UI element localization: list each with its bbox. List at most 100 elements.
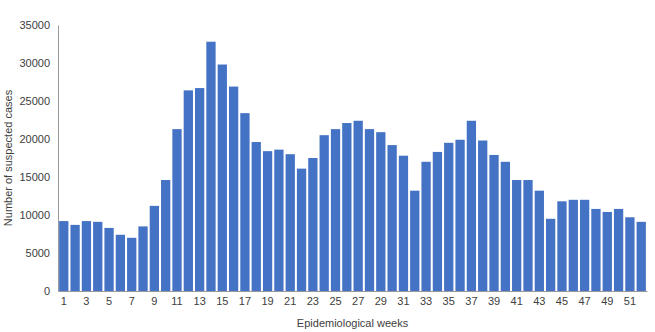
y-tick-label: 25000	[19, 95, 50, 107]
x-tick: 13	[194, 295, 206, 307]
x-tick-label: 3	[83, 295, 89, 307]
bar	[206, 42, 215, 291]
bar	[523, 180, 532, 291]
bar	[614, 209, 623, 291]
x-tick: 5	[106, 295, 112, 307]
bar	[195, 88, 204, 291]
bar	[387, 145, 396, 291]
bar	[116, 235, 125, 291]
bars	[59, 42, 646, 291]
bar	[489, 155, 498, 291]
bar	[625, 217, 634, 291]
x-tick-label: 11	[171, 295, 182, 307]
x-tick: 51	[624, 295, 636, 307]
bar	[467, 121, 476, 291]
bar	[591, 209, 600, 291]
y-tick: 35000	[19, 19, 58, 31]
x-tick: 27	[352, 295, 364, 307]
x-tick-label: 17	[239, 295, 251, 307]
bar	[535, 191, 544, 291]
bar	[365, 129, 374, 291]
bar	[150, 206, 159, 291]
y-tick-label: 35000	[19, 19, 50, 31]
x-tick: 9	[151, 295, 157, 307]
bar	[455, 140, 464, 291]
x-tick-label: 45	[556, 295, 568, 307]
bar	[557, 201, 566, 291]
bar	[297, 169, 306, 291]
x-tick-label: 23	[307, 295, 319, 307]
x-tick: 39	[488, 295, 500, 307]
x-tick-label: 9	[151, 295, 157, 307]
bar	[501, 162, 510, 291]
bar	[104, 228, 113, 291]
bar	[161, 180, 170, 291]
bar	[603, 212, 612, 291]
x-tick-label: 29	[375, 295, 387, 307]
bar	[478, 141, 487, 291]
x-tick-label: 47	[578, 295, 590, 307]
x-tick: 33	[420, 295, 432, 307]
bar	[127, 238, 136, 291]
bar	[354, 121, 363, 291]
x-tick: 3	[83, 295, 89, 307]
y-tick-label: 5000	[26, 247, 50, 259]
x-tick: 45	[556, 295, 568, 307]
x-axis: 1357911131517192123252729313335373941434…	[59, 292, 648, 307]
bar	[410, 191, 419, 291]
x-tick: 23	[307, 295, 319, 307]
x-tick: 11	[171, 295, 182, 307]
bar	[184, 90, 193, 291]
bar	[286, 154, 295, 291]
bar	[376, 132, 385, 291]
bar	[580, 200, 589, 291]
bar	[320, 135, 329, 291]
bar	[331, 129, 340, 291]
bar	[569, 200, 578, 291]
y-tick: 10000	[19, 209, 58, 221]
y-tick-label: 10000	[19, 209, 50, 221]
x-tick-label: 33	[420, 295, 432, 307]
x-tick-label: 1	[61, 295, 67, 307]
y-axis-title: Number of suspected cases	[2, 89, 14, 226]
bar	[546, 219, 555, 291]
x-tick-label: 43	[533, 295, 545, 307]
y-tick: 20000	[19, 133, 58, 145]
bar	[252, 142, 261, 291]
y-tick: 15000	[19, 171, 58, 183]
y-tick: 25000	[19, 95, 58, 107]
x-tick: 7	[129, 295, 135, 307]
x-tick-label: 7	[129, 295, 135, 307]
y-tick: 5000	[26, 247, 58, 259]
x-tick: 47	[578, 295, 590, 307]
x-tick-label: 27	[352, 295, 364, 307]
x-axis-title: Epidemiological weeks	[297, 317, 409, 329]
x-tick: 21	[284, 295, 296, 307]
bar	[59, 221, 68, 291]
x-tick-label: 15	[216, 295, 228, 307]
x-tick-label: 51	[624, 295, 636, 307]
x-tick-label: 21	[284, 295, 296, 307]
x-tick-label: 35	[443, 295, 455, 307]
x-tick: 43	[533, 295, 545, 307]
x-tick-label: 39	[488, 295, 500, 307]
bar	[444, 143, 453, 291]
x-tick: 1	[61, 295, 67, 307]
x-tick: 29	[375, 295, 387, 307]
x-tick-label: 31	[397, 295, 409, 307]
x-tick: 35	[443, 295, 455, 307]
y-tick-label: 20000	[19, 133, 50, 145]
y-tick-label: 0	[44, 285, 50, 297]
bar	[433, 152, 442, 291]
x-tick-label: 19	[261, 295, 273, 307]
x-tick-label: 49	[601, 295, 613, 307]
y-tick-label: 30000	[19, 57, 50, 69]
x-tick-label: 37	[465, 295, 477, 307]
bar	[218, 65, 227, 291]
x-tick: 31	[397, 295, 409, 307]
bar	[70, 225, 79, 291]
y-tick: 0	[44, 285, 58, 297]
bar	[172, 129, 181, 291]
bar	[512, 180, 521, 291]
x-tick: 15	[216, 295, 228, 307]
